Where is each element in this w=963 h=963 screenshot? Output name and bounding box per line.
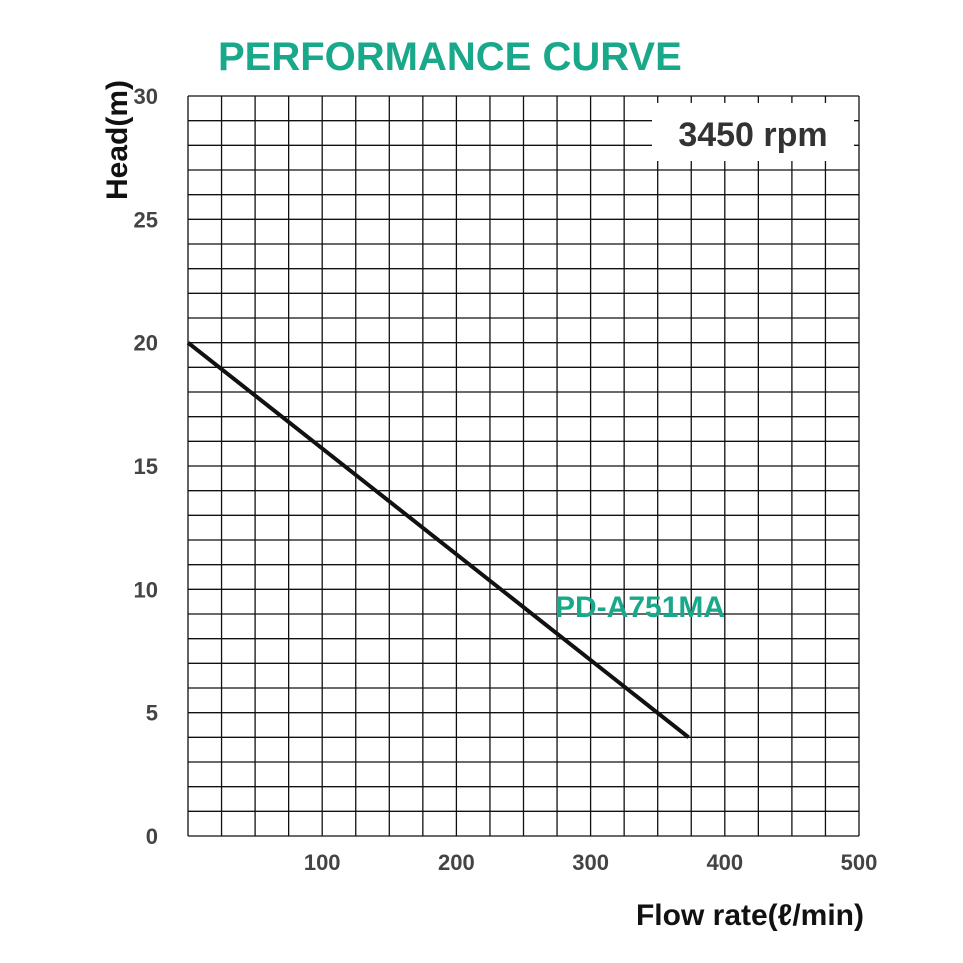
y-tick-label: 30 — [134, 84, 158, 109]
x-tick-label: 300 — [572, 850, 609, 875]
rpm-annotation: 3450 rpm — [678, 116, 827, 154]
x-axis-label: Flow rate(ℓ/min) — [636, 899, 864, 932]
x-tick-label: 400 — [706, 850, 743, 875]
y-tick-label: 0 — [146, 824, 158, 849]
x-tick-label: 200 — [438, 850, 475, 875]
series: PD-A751MA — [186, 341, 725, 739]
series-line — [186, 341, 690, 739]
grid — [187, 95, 860, 837]
series-label: PD-A751MA — [555, 591, 725, 624]
x-tick-label: 100 — [304, 850, 341, 875]
x-tick-label: 500 — [841, 850, 878, 875]
chart-title: PERFORMANCE CURVE — [218, 35, 682, 79]
tick-labels: 0 5 10 15 20 25 30 100 200 300 400 500 — [134, 84, 878, 875]
y-tick-label: 15 — [134, 454, 158, 479]
rpm-box — [652, 103, 854, 161]
y-tick-label: 20 — [134, 331, 158, 356]
y-tick-label: 10 — [134, 577, 158, 602]
y-axis-label: Head(m) — [101, 80, 134, 200]
y-tick-label: 25 — [134, 207, 158, 232]
y-tick-label: 5 — [146, 701, 158, 726]
